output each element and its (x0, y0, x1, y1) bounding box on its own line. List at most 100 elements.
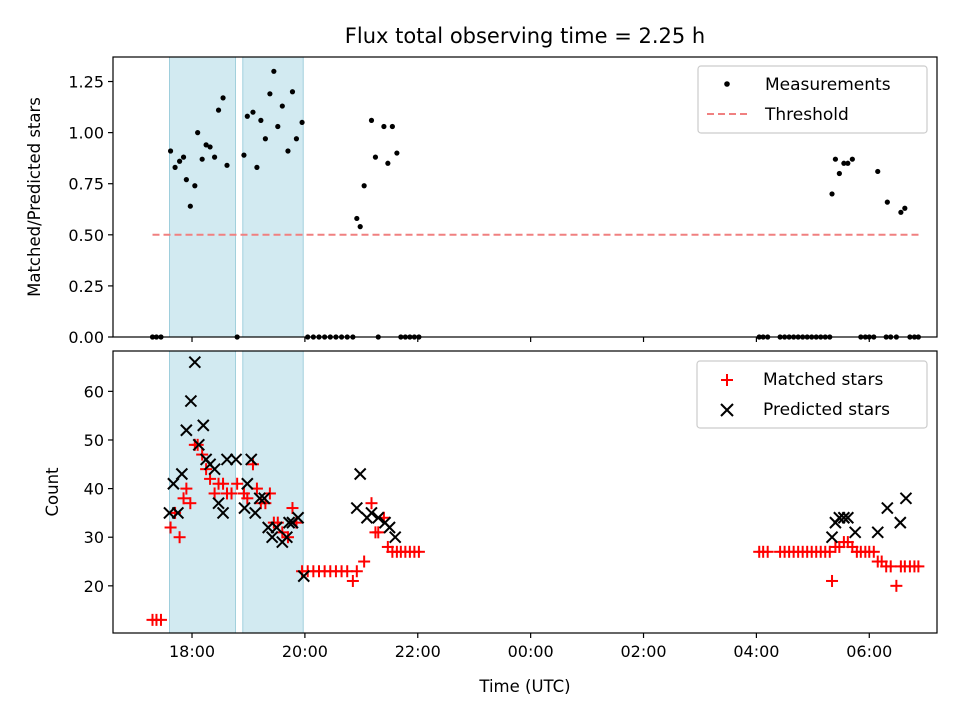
matched-star-point (208, 487, 221, 500)
matched-star-point (241, 492, 254, 505)
predicted-star-point (837, 511, 851, 524)
measurement-point (898, 209, 904, 215)
measurement-point (180, 154, 187, 160)
predicted-star-point (280, 531, 294, 544)
legend-matched-label: Matched stars (763, 370, 883, 390)
measurement-point (271, 68, 277, 74)
measurement-point (849, 156, 855, 162)
shaded-interval-2 (242, 56, 304, 338)
predicted-star-point (241, 477, 254, 490)
matched-star-point (286, 502, 299, 515)
predicted-star-point (175, 467, 189, 481)
predicted-star-point (353, 467, 367, 481)
measurement-point (254, 164, 260, 170)
matched-star-point (372, 526, 385, 539)
predicted-star-point (180, 424, 193, 437)
predicted-star-point (265, 531, 279, 544)
measurement-point (385, 160, 391, 166)
predicted-star-point (253, 492, 266, 505)
top-y-ticks: 0.00 0.25 0.50 0.75 1.00 1.25 (68, 73, 113, 347)
predicted-star-point (291, 511, 305, 524)
top-plot: 0.00 0.25 0.50 0.75 1.00 1.25 Matched/Predict… (25, 56, 938, 347)
measurement-point (241, 152, 247, 158)
bottom-y-ticks: 20 30 40 50 60 (84, 382, 113, 596)
measurement-point (361, 183, 367, 189)
x-tick-label: 02:00 (620, 642, 666, 661)
measurement-point (299, 119, 305, 126)
predicted-star-point (238, 501, 251, 515)
top-y-tick-label: 0.25 (68, 277, 104, 296)
predicted-stars-points (163, 355, 913, 583)
bottom-x-ticks: 18:00 20:00 22:00 00:00 02:00 04:00 06:00 (169, 633, 892, 661)
matched-star-point (231, 477, 244, 490)
measurement-point (275, 123, 281, 130)
predicted-star-point (188, 355, 202, 369)
matched-star-point (912, 560, 925, 573)
predicted-star-point (848, 526, 862, 539)
measurement-point (220, 95, 226, 101)
legend-predicted-marker (720, 403, 734, 417)
measurement-point (354, 215, 360, 222)
predicted-star-point (245, 453, 258, 466)
measurement-point (187, 203, 193, 209)
measurement-point (357, 224, 363, 230)
matched-star-point (154, 613, 167, 626)
top-x-ticks (191, 337, 870, 342)
measurement-point (199, 156, 205, 162)
measurement-point (841, 160, 847, 166)
predicted-star-point (881, 501, 894, 515)
predicted-star-point (297, 569, 310, 583)
measurement-point (250, 109, 256, 115)
measurement-point (176, 158, 183, 164)
predicted-star-point (899, 492, 913, 505)
bottom-legend: Matched stars Predicted stars (696, 360, 928, 429)
x-tick-label: 20:00 (282, 642, 328, 661)
top-legend-box (697, 65, 928, 134)
measurement-point (224, 162, 230, 168)
measurement-point (875, 168, 881, 175)
matched-star-point (412, 545, 425, 558)
measurement-point (372, 154, 379, 160)
measurement-point (368, 117, 375, 123)
measurement-point (293, 136, 300, 142)
top-y-tick-label: 0.50 (68, 226, 104, 245)
shaded-interval-1 (169, 56, 236, 338)
measurement-point (172, 164, 178, 170)
measurement-point (267, 91, 273, 97)
measurement-point (211, 154, 218, 160)
measurement-point (902, 205, 908, 211)
x-tick-label: 18:00 (169, 642, 215, 661)
shaded-interval-2 (242, 350, 304, 634)
predicted-star-point (216, 506, 230, 520)
bottom-y-tick-label: 50 (84, 431, 104, 450)
predicted-star-point (249, 506, 262, 520)
top-y-tick-label: 0.00 (68, 328, 104, 347)
measurement-point (195, 130, 201, 136)
bottom-y-axis-label: Count (43, 467, 62, 517)
matched-star-point (346, 574, 359, 587)
measurement-point (183, 177, 189, 183)
predicted-star-point (270, 521, 283, 534)
top-y-axis-label: Matched/Predicted stars (25, 97, 44, 297)
top-y-tick-label: 1.00 (68, 124, 104, 143)
measurement-point (394, 150, 400, 156)
matched-star-point (884, 560, 897, 573)
bottom-axes-frame (112, 350, 938, 634)
measurement-point (285, 148, 291, 154)
measurement-points (149, 68, 921, 340)
measurement-point (836, 170, 842, 177)
measurement-point (832, 156, 839, 162)
matched-star-point (761, 545, 774, 558)
predicted-star-point (894, 516, 907, 529)
legend-predicted-label: Predicted stars (763, 400, 890, 420)
x-axis-label: Time (UTC) (478, 677, 570, 696)
predicted-star-point (871, 526, 884, 539)
shaded-interval-1 (169, 350, 236, 634)
predicted-star-point (197, 419, 210, 432)
predicted-star-point (192, 438, 205, 452)
predicted-star-point (212, 496, 225, 510)
measurement-point (207, 144, 213, 150)
bottom-y-tick-label: 20 (84, 577, 104, 596)
predicted-star-point (220, 453, 234, 466)
matched-star-point (173, 531, 186, 544)
